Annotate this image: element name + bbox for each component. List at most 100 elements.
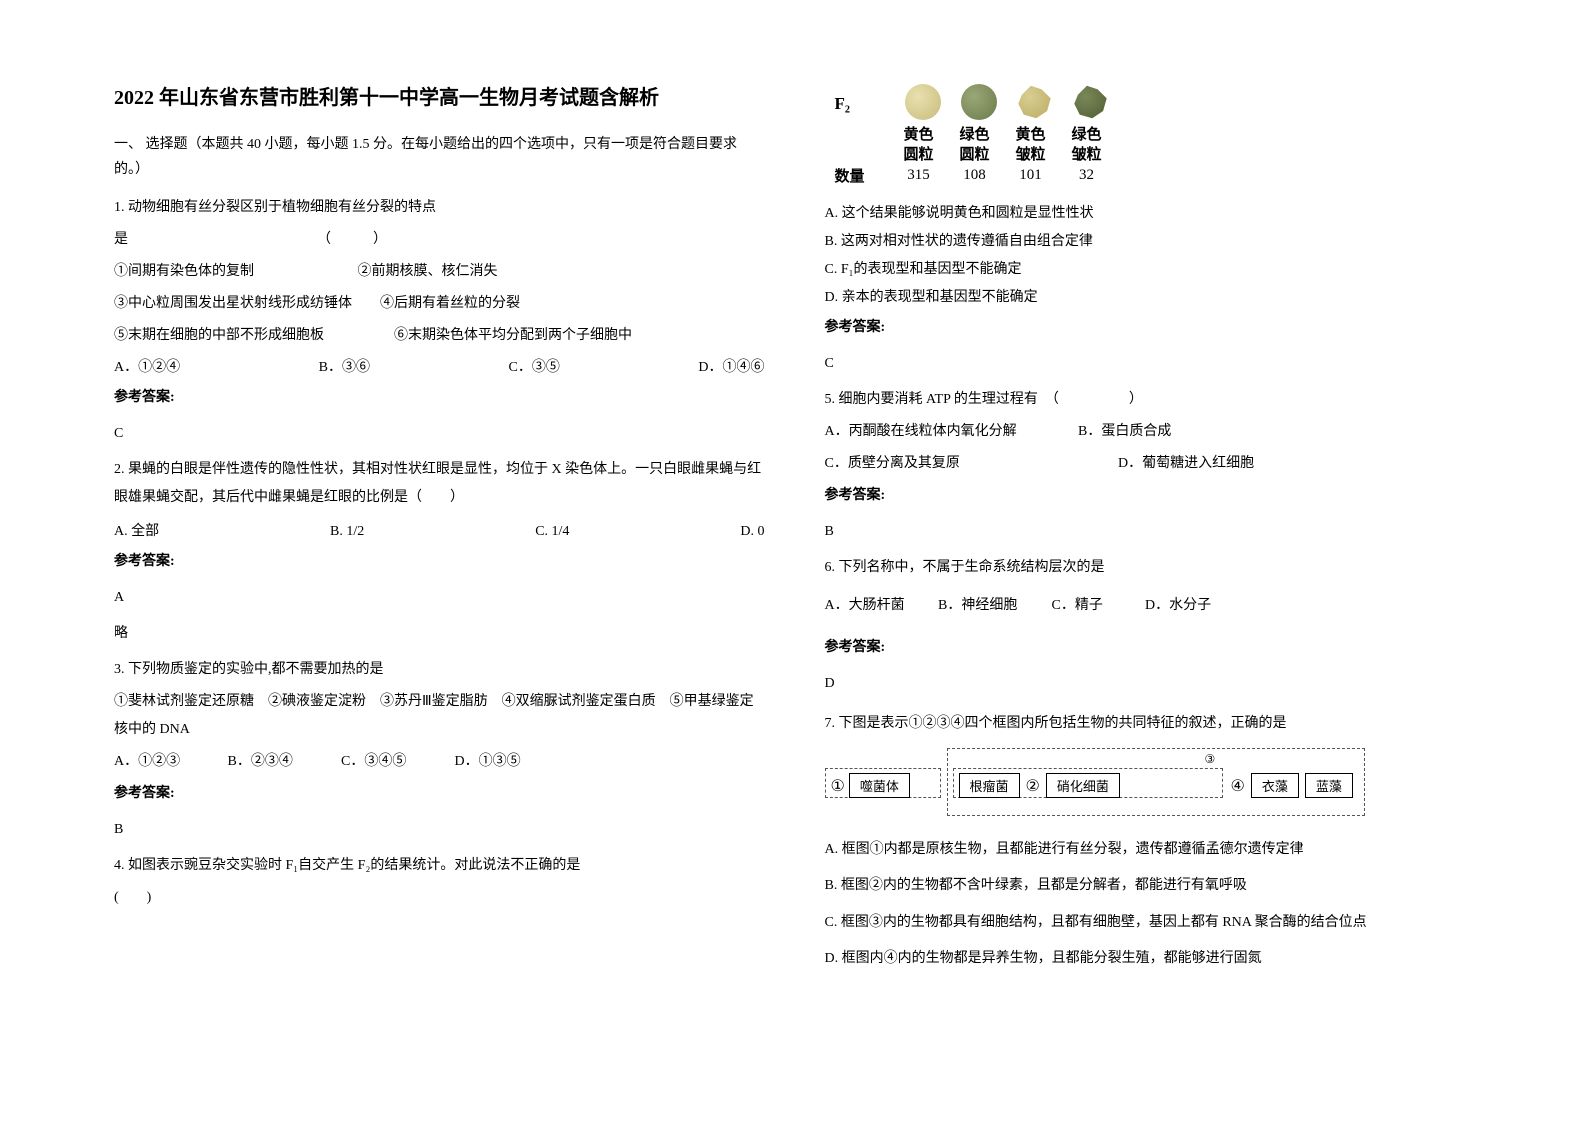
- q2-ans: A: [114, 584, 765, 612]
- pea-row-shape: 圆粒 圆粒 皱粒 皱粒: [835, 146, 1476, 166]
- q4-od: D. 亲本的表现型和基因型不能确定: [825, 284, 1476, 312]
- q3-stem: 3. 下列物质鉴定的实验中,都不需要加热的是: [114, 656, 765, 684]
- q4-oa: A. 这个结果能够说明黄色和圆粒是显性性状: [825, 200, 1476, 228]
- exam-title: 2022 年山东省东营市胜利第十一中学高一生物月考试题含解析: [114, 82, 765, 114]
- q6-c: C．精子: [1052, 592, 1142, 620]
- q1-a: A．①②④: [114, 354, 180, 382]
- pea-row-count: 数量 315 108 101 32: [835, 165, 1476, 186]
- q6-b: B．神经细胞: [938, 592, 1048, 620]
- section-1-header: 一、 选择题（本题共 40 小题，每小题 1.5 分。在每小题给出的四个选项中，…: [114, 132, 765, 182]
- pea-3-n: 101: [1003, 166, 1059, 186]
- q4-ob: B. 这两对相对性状的遗传遵循自由组合定律: [825, 228, 1476, 256]
- q5-row2: C．质壁分离及其复原 D．葡萄糖进入红细胞: [825, 450, 1476, 478]
- pea-3-shape: 皱粒: [1015, 147, 1045, 163]
- q1-d: D．①④⑥: [698, 354, 764, 382]
- q4-oc: C. F₁的表现型和基因型不能确定: [825, 256, 1476, 284]
- q2-ans-label: 参考答案:: [114, 548, 765, 576]
- q1-c3: ③中心粒周围发出星状射线形成纺锤体 ④后期有着丝粒的分裂: [114, 290, 765, 318]
- q3-d: D．①③⑤: [455, 748, 565, 776]
- f2-label: F₂: [835, 94, 891, 114]
- pea-2: [951, 82, 1007, 126]
- q2-d: D. 0: [740, 518, 764, 546]
- q7-ob: B. 框图②内的生物都不含叶绿素，且都是分解者，都能进行有氧呼吸: [825, 868, 1476, 904]
- q4-ans: C: [825, 350, 1476, 378]
- pea-yw-icon: [1017, 84, 1053, 120]
- num-3: ③: [1205, 752, 1216, 767]
- q3-line2: ①斐林试剂鉴定还原糖 ②碘液鉴定淀粉 ③苏丹Ⅲ鉴定脂肪 ④双缩脲试剂鉴定蛋白质 …: [114, 688, 765, 744]
- pea-yr-icon: [905, 84, 941, 120]
- q2-options: A. 全部 B. 1/2 C. 1/4 D. 0: [114, 518, 765, 546]
- q1-options: A．①②④ B．③⑥ C．③⑤ D．①④⑥: [114, 354, 765, 382]
- q2-c: C. 1/4: [535, 518, 569, 546]
- pea-4-n: 32: [1059, 166, 1115, 186]
- q2-b: B. 1/2: [330, 518, 364, 546]
- q1-choice-row1: ①间期有染色体的复制 ②前期核膜、核仁消失: [114, 258, 765, 286]
- q3-b: B．②③④: [228, 748, 338, 776]
- pea-2-name: 绿色: [959, 127, 989, 143]
- q1-stem: 1. 动物细胞有丝分裂区别于植物细胞有丝分裂的特点: [114, 194, 765, 222]
- num-1: ①: [831, 776, 845, 796]
- q7-oa: A. 框图①内都是原核生物，且都能进行有丝分裂，遗传都遵循孟德尔遗传定律: [825, 832, 1476, 868]
- q1-ans-label: 参考答案:: [114, 384, 765, 412]
- q3-a: A．①②③: [114, 748, 224, 776]
- pea-4-name: 绿色: [1071, 127, 1101, 143]
- q7-oc: C. 框图③内的生物都具有细胞结构，且都有细胞壁，基因上都有 RNA 聚合酶的结…: [825, 905, 1476, 941]
- q5-c: C．质壁分离及其复原: [825, 450, 1115, 478]
- q3-ans: B: [114, 816, 765, 844]
- pea-1: [895, 82, 951, 126]
- pea-gr-icon: [961, 84, 997, 120]
- left-column: 2022 年山东省东营市胜利第十一中学高一生物月考试题含解析 一、 选择题（本题…: [102, 82, 795, 1082]
- pea-1-name: 黄色: [903, 127, 933, 143]
- pea-result-table: F₂ 黄色 绿色 黄色 绿色 圆粒 圆粒 皱粒 皱粒 数量 315 108 10…: [835, 82, 1476, 186]
- q1-c1: ①间期有染色体的复制: [114, 258, 354, 286]
- q5-ans-label: 参考答案:: [825, 482, 1476, 510]
- q1-ans: C: [114, 420, 765, 448]
- q7-od: D. 框图内④内的生物都是异养生物，且都能分裂生殖，都能够进行固氮: [825, 941, 1476, 977]
- q5-a: A．丙酮酸在线粒体内氧化分解: [825, 418, 1075, 446]
- q1-b: B．③⑥: [319, 354, 370, 382]
- pea-gw-icon: [1073, 84, 1109, 120]
- num-4: ④: [1231, 776, 1245, 796]
- q5-ans: B: [825, 518, 1476, 546]
- q2-stem: 2. 果蝇的白眼是伴性遗传的隐性性状，其相对性状红眼是显性，均位于 X 染色体上…: [114, 456, 765, 512]
- q1-c5: ⑤末期在细胞的中部不形成细胞板 ⑥末期染色体平均分配到两个子细胞中: [114, 322, 765, 350]
- q6-ans-label: 参考答案:: [825, 634, 1476, 662]
- count-label: 数量: [835, 165, 891, 186]
- q7-stem: 7. 下图是表示①②③④四个框图内所包括生物的共同特征的叙述，正确的是: [825, 710, 1476, 738]
- pea-row-image: F₂: [835, 82, 1476, 126]
- pea-1-shape: 圆粒: [903, 147, 933, 163]
- pea-2-shape: 圆粒: [959, 147, 989, 163]
- pea-3-name: 黄色: [1015, 127, 1045, 143]
- box-rhizobium: 根瘤菌: [959, 773, 1020, 798]
- q3-ans-label: 参考答案:: [114, 780, 765, 808]
- q5-b: B．蛋白质合成: [1078, 424, 1171, 439]
- q2-a: A. 全部: [114, 518, 159, 546]
- q3-c: C．③④⑤: [341, 748, 451, 776]
- box-nitrifying: 硝化细菌: [1046, 773, 1120, 798]
- q5-row1: A．丙酮酸在线粒体内氧化分解 B．蛋白质合成: [825, 418, 1476, 446]
- box-chlamydomonas: 衣藻: [1251, 773, 1299, 798]
- q4-stem: 4. 如图表示豌豆杂交实验时 F₁自交产生 F₂的结果统计。对此说法不正确的是: [114, 852, 765, 880]
- num-2: ②: [1026, 776, 1040, 796]
- q6-options: A．大肠杆菌 B．神经细胞 C．精子 D．水分子: [825, 592, 1476, 620]
- box-phage: 噬菌体: [849, 773, 910, 798]
- q4-paren: ( ): [114, 884, 765, 912]
- q5-stem: 5. 细胞内要消耗 ATP 的生理过程有 （ ）: [825, 386, 1476, 414]
- q6-d: D．水分子: [1145, 592, 1235, 620]
- q1-c2: ②前期核膜、核仁消失: [358, 264, 498, 279]
- pea-3: [1007, 82, 1063, 126]
- pea-4: [1063, 82, 1119, 126]
- pea-1-n: 315: [891, 166, 947, 186]
- q7-diagram: ① 噬菌体 根瘤菌 ② 硝化细菌 ③ ④ 衣藻 蓝藻: [825, 748, 1476, 816]
- pea-row-color: 黄色 绿色 黄色 绿色: [835, 126, 1476, 146]
- q5-d: D．葡萄糖进入红细胞: [1118, 456, 1254, 471]
- q2-note: 略: [114, 620, 765, 648]
- q6-a: A．大肠杆菌: [825, 592, 935, 620]
- pea-4-shape: 皱粒: [1071, 147, 1101, 163]
- pea-2-n: 108: [947, 166, 1003, 186]
- q4-ans-label: 参考答案:: [825, 314, 1476, 342]
- q6-stem: 6. 下列名称中，不属于生命系统结构层次的是: [825, 554, 1476, 582]
- q6-ans: D: [825, 670, 1476, 698]
- box-cyanobacteria: 蓝藻: [1305, 773, 1353, 798]
- q1-c: C．③⑤: [509, 354, 560, 382]
